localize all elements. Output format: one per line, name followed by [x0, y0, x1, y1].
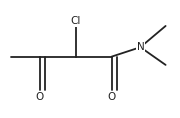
Text: Cl: Cl: [70, 16, 81, 26]
Text: O: O: [107, 92, 116, 102]
Text: O: O: [35, 92, 44, 102]
Text: N: N: [136, 42, 144, 52]
